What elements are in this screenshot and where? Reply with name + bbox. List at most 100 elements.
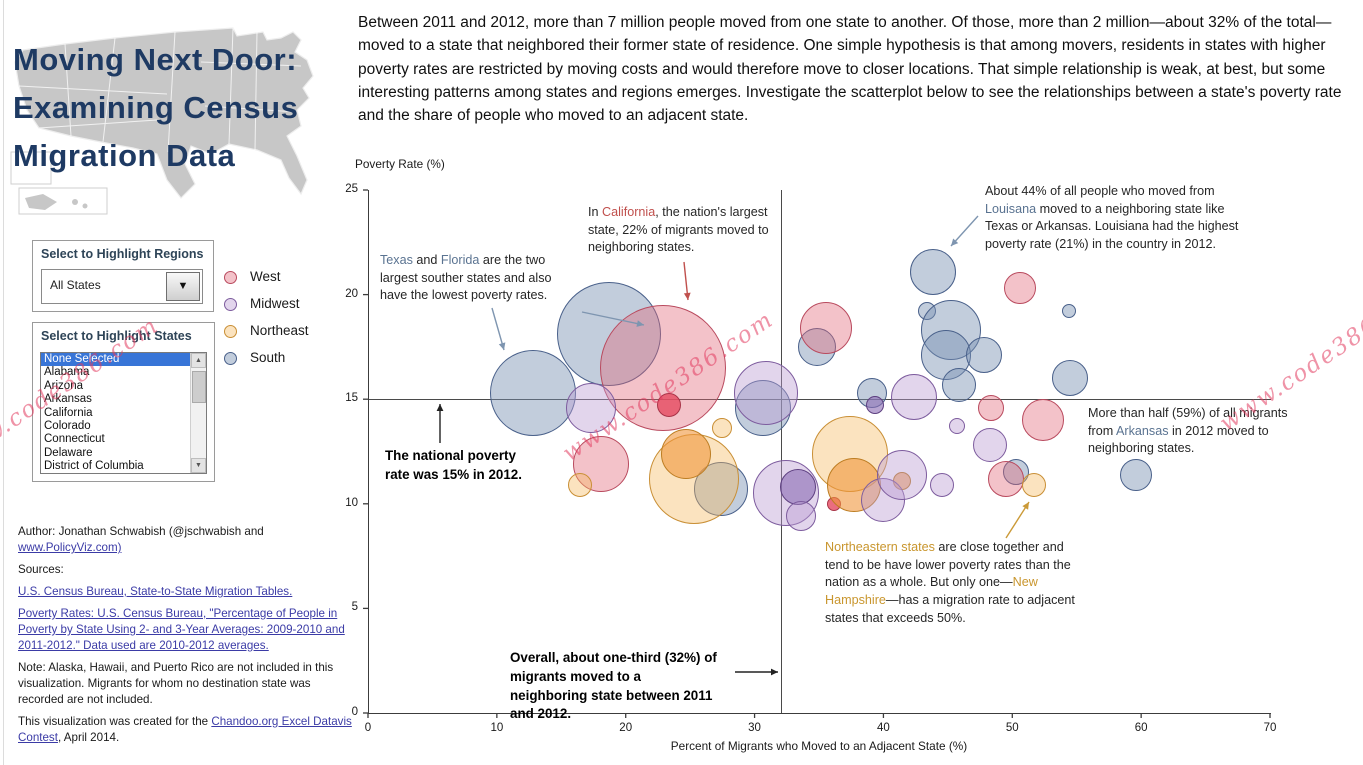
legend-label: Northeast [250, 323, 309, 338]
legend-label: West [250, 269, 281, 284]
state-option[interactable]: District of Columbia [44, 460, 144, 473]
credits-and-sources: Author: Jonathan Schwabish (@jschwabish … [18, 524, 354, 752]
annotation-national-poverty: The national poverty rate was 15% in 201… [385, 447, 525, 485]
bubble-louisiana [910, 248, 957, 295]
us-map-svg [10, 27, 314, 215]
annotation-arkansas: More than half (59%) of all migrants fro… [1088, 405, 1296, 458]
footer-text: Note: Alaska, Hawaii, and Puerto Rico ar… [18, 660, 334, 706]
y-tick-label: 5 [351, 601, 358, 614]
bubble-midwest [733, 360, 798, 425]
bubble-midwest [780, 469, 817, 506]
bubble-midwest [565, 382, 616, 433]
combo-dropdown-button[interactable]: ▼ [166, 272, 200, 301]
footer-text: Author: Jonathan Schwabish (@jschwabish … [18, 525, 264, 538]
footer-paragraph: Poverty Rates: U.S. Census Bureau, "Perc… [18, 606, 354, 654]
bubble-northeast [568, 472, 593, 497]
x-tick-label: 20 [619, 722, 633, 734]
state-option[interactable]: Connecticut [44, 433, 105, 446]
sheet-edge-line [3, 0, 4, 765]
annotation-text: are close together and tend to be have l… [825, 540, 1071, 590]
x-tick-label: 70 [1263, 722, 1277, 734]
bubble-west [800, 302, 853, 355]
x-tick-label: 30 [748, 722, 761, 734]
scatterplot-area [368, 190, 1271, 714]
bubble-new-hampshire [1021, 472, 1046, 497]
y-tick-label: 0 [351, 706, 358, 718]
state-option[interactable]: Alabama [44, 366, 90, 379]
state-name-south: Florida [440, 253, 480, 267]
annotation-northeastern: Northeastern states are close together a… [825, 539, 1077, 627]
state-option[interactable]: Delaware [44, 446, 93, 459]
legend-item: West [224, 266, 334, 293]
bubble-midwest [785, 501, 816, 532]
footer-link[interactable]: Poverty Rates: U.S. Census Bureau, "Perc… [18, 606, 345, 652]
annotation-text: Overall, about one-third (32%) of migran… [510, 650, 717, 722]
bubble-northeast [712, 418, 733, 439]
footer-link[interactable]: Chandoo.org Excel Datavis Contest [18, 714, 352, 744]
reference-line-15pct [369, 399, 1271, 401]
region-select-combobox[interactable]: All States ▼ [41, 269, 203, 304]
footer-paragraph: U.S. Census Bureau, State-to-State Migra… [18, 584, 354, 600]
state-option[interactable]: None Selected [41, 353, 191, 367]
bubble-midwest [877, 449, 928, 500]
state-option[interactable]: Arizona [44, 379, 83, 392]
annotation-text: in 2012 moved to neighboring states. [1088, 423, 1269, 456]
bubble-south [1051, 360, 1088, 397]
state-name-west: California [602, 205, 656, 219]
state-select-label: Select to Highlight States [41, 329, 192, 343]
state-listbox[interactable]: None Selected Alabama Arizona Arkansas Calif… [40, 352, 207, 474]
y-tick-label: 15 [345, 392, 358, 405]
bubble-midwest [891, 374, 938, 421]
bubble-midwest [948, 418, 965, 435]
annotation-text: moved to a neighboring state like Texas … [985, 201, 1239, 251]
bubble-south [1061, 304, 1076, 319]
reference-line-32pct [781, 190, 783, 713]
scroll-up-icon[interactable]: ▲ [191, 353, 206, 368]
scrollbar-thumb[interactable] [192, 371, 206, 403]
annotation-overall-32: Overall, about one-third (32%) of migran… [510, 649, 720, 724]
state-name-northeast: New Hampshire [825, 575, 1038, 607]
x-tick-label: 10 [490, 722, 504, 734]
y-tick-label: 20 [345, 287, 358, 300]
bubble-west [978, 394, 1005, 421]
bubble-arkansas [1119, 458, 1152, 491]
state-name-south: Texas [380, 253, 413, 267]
x-tick-label: 50 [1005, 722, 1019, 734]
page-title-line: Examining Census [13, 90, 299, 125]
bubble-texas [489, 349, 576, 436]
northeast-swatch-icon [224, 325, 237, 338]
bubble-midwest [973, 428, 1008, 463]
bubble-west [1021, 399, 1064, 442]
bubble-south [942, 367, 977, 402]
state-listbox-scrollbar[interactable]: ▲ ▼ [190, 353, 206, 473]
annotation-text: More than half (59%) of all migrants fro… [1088, 406, 1288, 438]
footer-link[interactable]: U.S. Census Bureau, State-to-State Migra… [18, 584, 293, 598]
annotation-text: —has a migration rate to adjacent states… [825, 592, 1075, 625]
y-tick-label: 10 [345, 496, 358, 509]
bubble-west [987, 460, 1024, 497]
state-option[interactable]: Colorado [44, 419, 91, 432]
footer-paragraph: This visualization was created for the C… [18, 714, 354, 746]
annotation-text: , the nation's largest state, 22% of mig… [588, 205, 769, 255]
footer-text: This visualization was created for the [18, 714, 212, 728]
y-tick-label: 25 [345, 183, 358, 195]
west-swatch-icon [224, 271, 237, 284]
state-option[interactable]: California [44, 406, 93, 419]
footer-paragraph: Note: Alaska, Hawaii, and Puerto Rico ar… [18, 660, 354, 708]
page-title-line: Migration Data [13, 138, 236, 173]
state-option[interactable]: Arkansas [44, 393, 92, 406]
bubble-northeast [660, 428, 711, 479]
footer-paragraph: Author: Jonathan Schwabish (@jschwabish … [18, 524, 354, 556]
region-select-value: All States [50, 278, 101, 292]
chevron-down-icon: ▼ [177, 280, 189, 292]
state-select-panel: Select to Highlight States None Selected… [32, 322, 215, 482]
footer-link[interactable]: www.PolicyViz.com) [18, 540, 122, 554]
legend-item: Northeast [224, 320, 334, 347]
us-map-image [5, 2, 341, 226]
region-legend: West Midwest Northeast South [224, 266, 334, 374]
bubble-midwest [866, 396, 885, 415]
state-name-south: Louisana [985, 201, 1037, 216]
region-select-panel: Select to Highlight Regions All States ▼ [32, 240, 214, 312]
scroll-down-icon[interactable]: ▼ [191, 458, 206, 473]
